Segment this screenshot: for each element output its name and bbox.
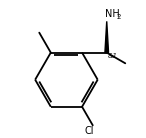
Text: Cl: Cl <box>85 126 94 136</box>
Text: 2: 2 <box>116 14 120 20</box>
Text: NH: NH <box>105 9 120 19</box>
Text: &1: &1 <box>108 53 118 59</box>
Polygon shape <box>105 21 108 53</box>
